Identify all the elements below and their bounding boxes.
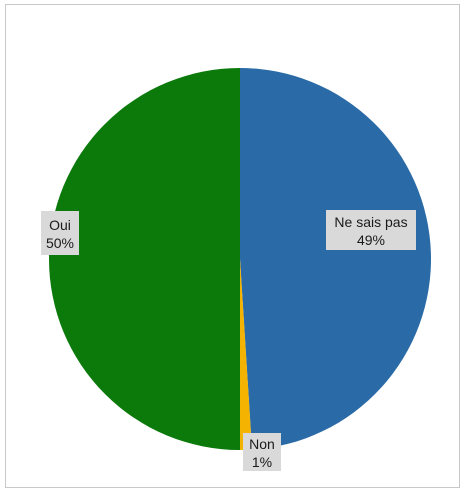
pie-slice-non <box>240 259 252 450</box>
data-label-ne-sais-pas: Ne sais pas 49% <box>326 210 416 250</box>
data-label-percentage: 1% <box>252 454 272 470</box>
data-label-category: Oui <box>49 217 71 233</box>
pie-slice-oui <box>49 68 240 450</box>
data-label-percentage: 49% <box>357 232 385 248</box>
data-label-category: Non <box>249 436 275 452</box>
data-label-box <box>243 433 281 471</box>
data-label-category: Ne sais pas <box>334 214 407 230</box>
data-label-non: Non 1% <box>243 433 281 471</box>
data-label-box <box>41 211 79 255</box>
data-label-box <box>326 210 416 250</box>
data-label-percentage: 50% <box>46 235 74 251</box>
data-label-oui: Oui 50% <box>41 211 79 255</box>
pie-slice-ne-sais-pas <box>240 68 432 450</box>
